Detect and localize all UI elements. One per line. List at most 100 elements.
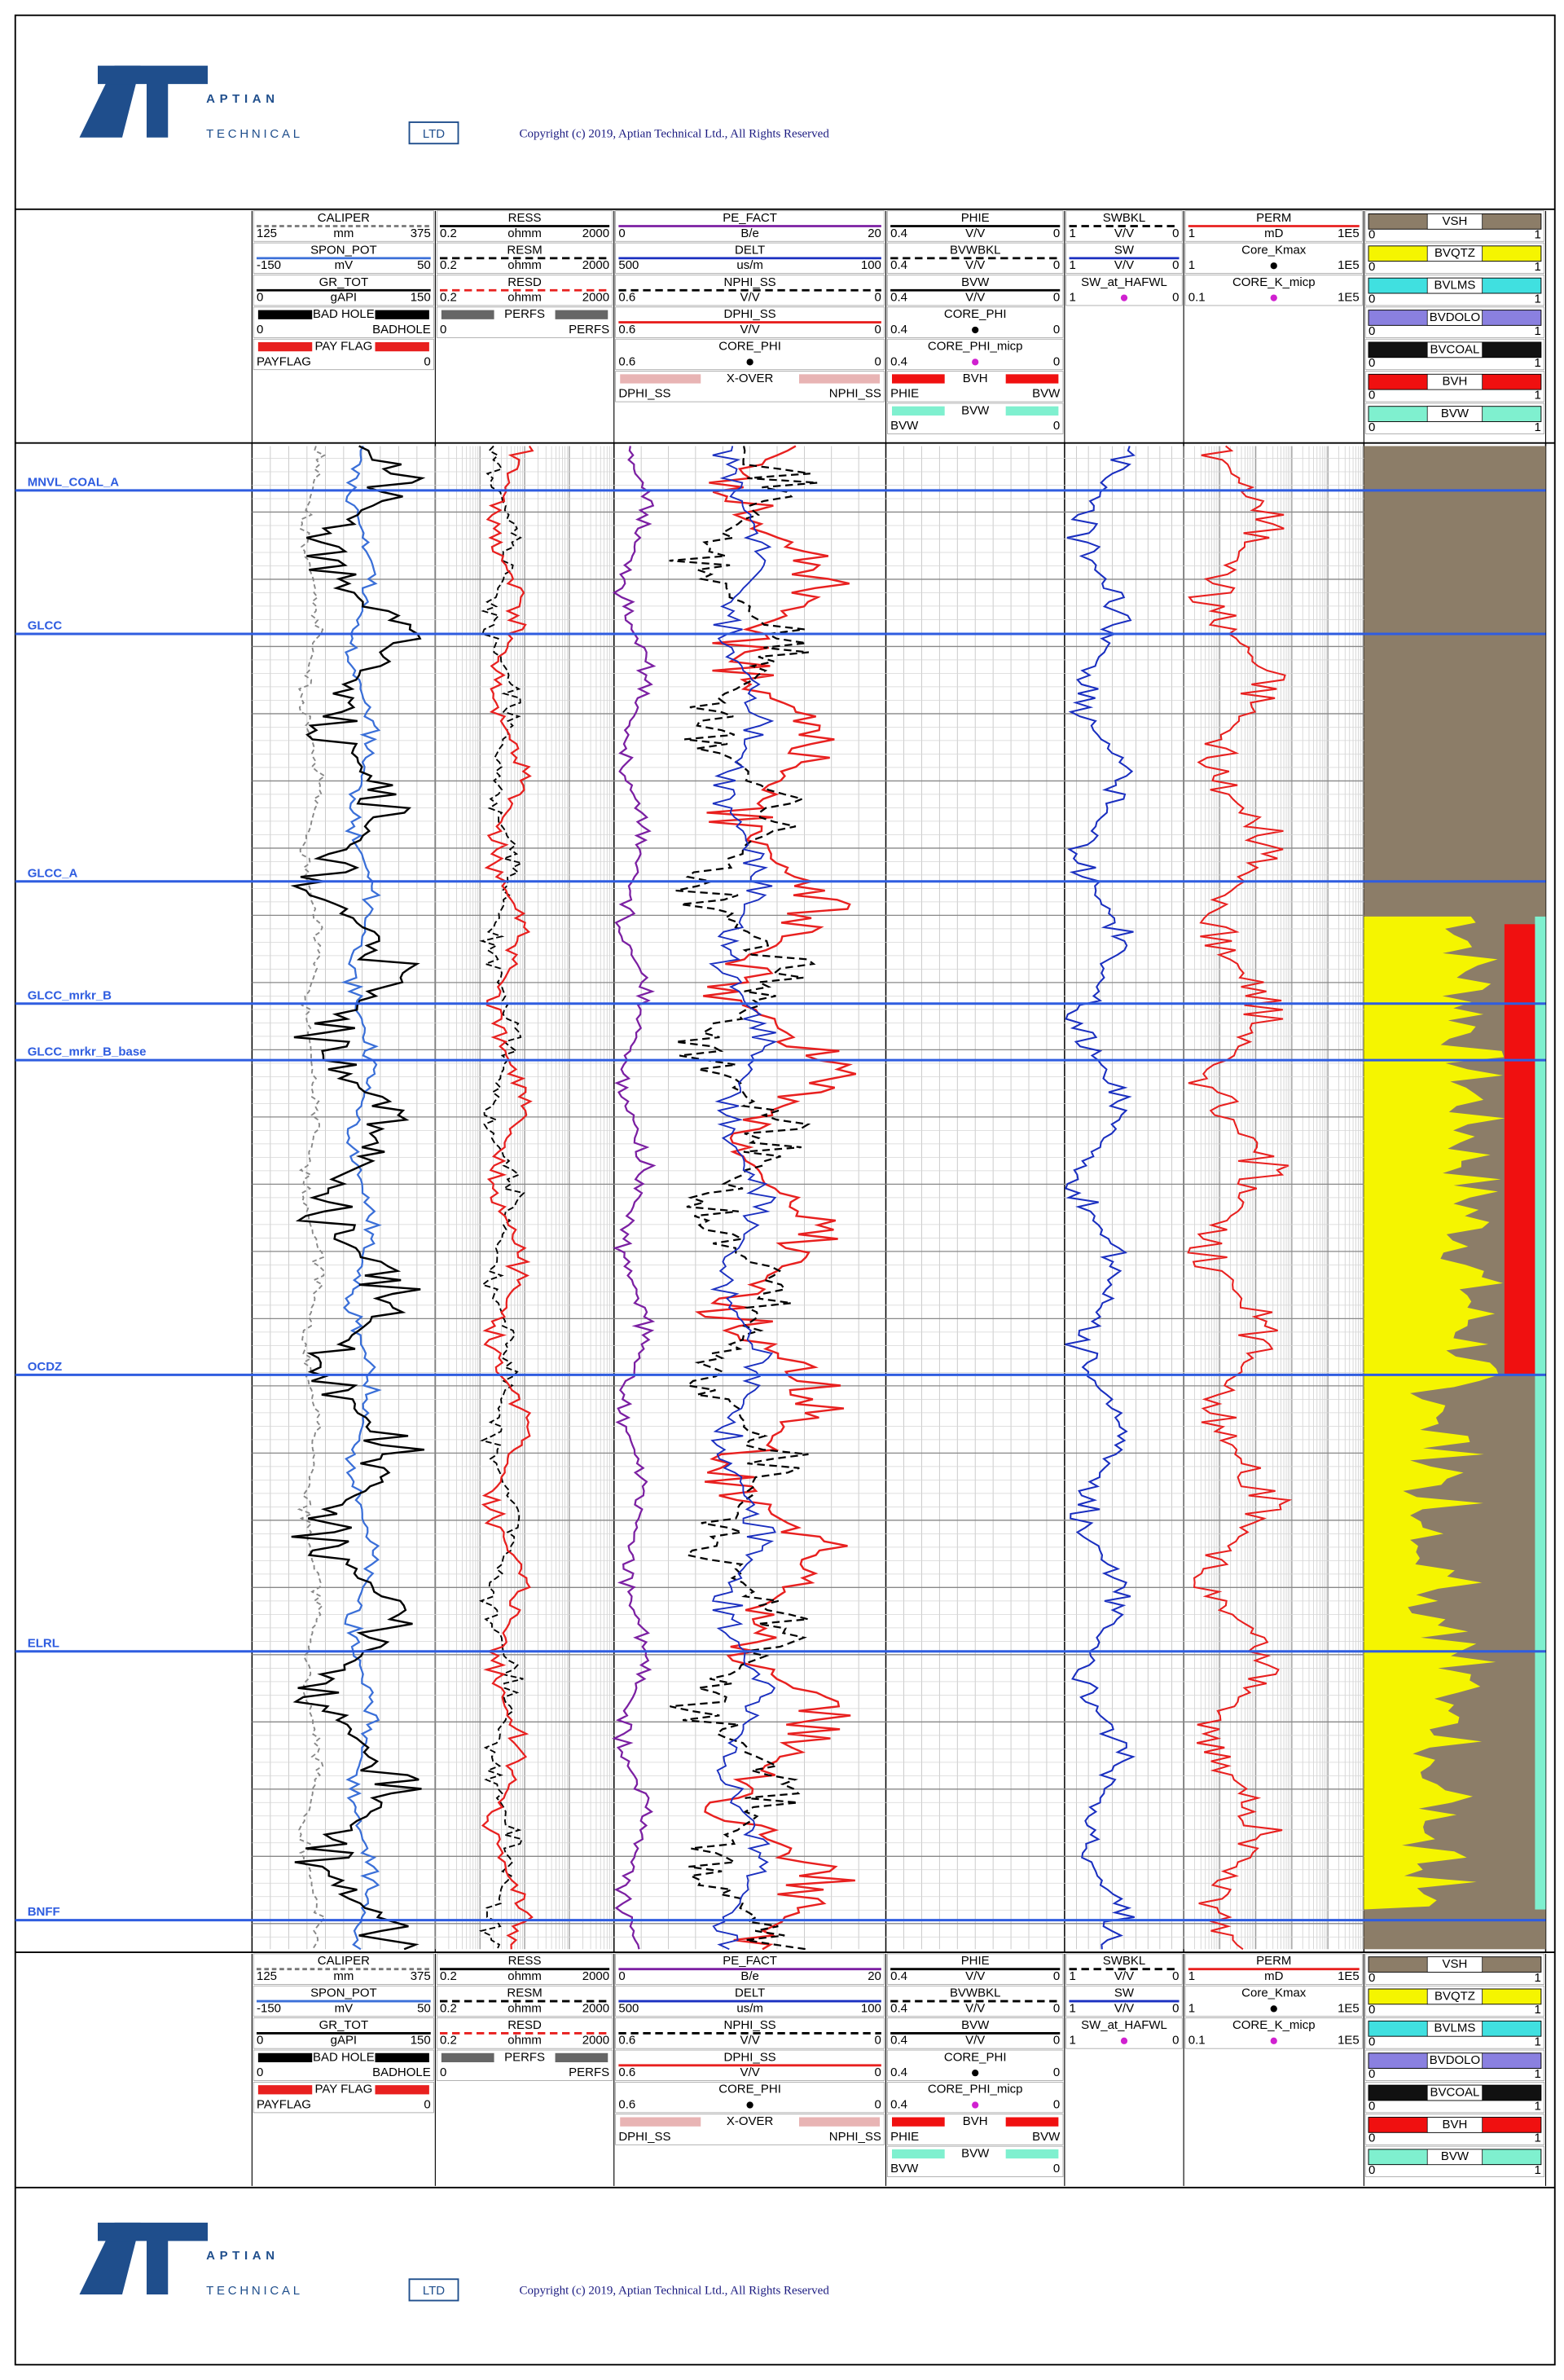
- scale-left: 0: [618, 1969, 625, 1983]
- scale-unit: V/V: [740, 2034, 760, 2048]
- legend-label-box: [1426, 406, 1483, 422]
- legend-name: BVCOAL: [1430, 2085, 1480, 2099]
- legend-name: BVH: [1443, 375, 1468, 389]
- legend-name: RESD: [507, 275, 542, 289]
- curve-trace: [612, 446, 657, 1950]
- legend-cell: [436, 210, 613, 242]
- legend-name: SW: [1114, 1986, 1135, 2000]
- legend-cell: [887, 371, 1064, 403]
- scale-right: 0: [875, 2034, 881, 2048]
- legend-cell: [615, 242, 885, 274]
- legend-cell: [887, 275, 1064, 306]
- scale-right: 1E5: [1338, 291, 1360, 305]
- scale-right: BADHOLE: [372, 323, 431, 337]
- top-label: GLCC: [28, 619, 63, 633]
- scale-unit: V/V: [1114, 258, 1134, 272]
- scale-right: 0: [1053, 419, 1060, 433]
- legend-name: PHIE: [961, 211, 990, 225]
- scale-right: 100: [861, 2001, 881, 2015]
- scale-unit: ohmm: [507, 258, 542, 272]
- legend-marker: [1270, 294, 1277, 301]
- legend-name: CORE_PHI: [718, 2083, 781, 2096]
- legend-cell: [615, 371, 885, 403]
- scale-right: NPHI_SS: [829, 387, 881, 401]
- legend-fill: [257, 2052, 313, 2063]
- curve-trace: [481, 445, 534, 1950]
- scale-left: 1: [1070, 291, 1076, 305]
- logo-subtext: TECHNICAL: [206, 127, 303, 141]
- legend-cell: [1364, 2145, 1544, 2178]
- legend-fill: [799, 2117, 880, 2127]
- scale-left: DPHI_SS: [618, 2130, 670, 2144]
- legend-name: PHIE: [961, 1954, 990, 1968]
- legend-fill: [257, 341, 313, 352]
- scale-left: 1: [1188, 2001, 1195, 2015]
- curve-trace: [1065, 446, 1136, 1950]
- legend-name: BVCOAL: [1430, 342, 1480, 356]
- scale-right: 20: [868, 227, 881, 240]
- curve-trace: [297, 446, 327, 1950]
- curve-trace: [669, 446, 818, 1951]
- legend-cell: [1184, 275, 1363, 306]
- legend-label-box: [1426, 213, 1483, 230]
- legend-fill: [1005, 2117, 1059, 2127]
- legend-cell: [1065, 2017, 1183, 2049]
- legend-name: BVLMS: [1434, 279, 1476, 293]
- scale-left: 0.2: [440, 258, 457, 272]
- scale-right: 1: [1535, 2131, 1541, 2145]
- legend-name: DELT: [735, 1986, 765, 2000]
- legend-name: CORE_K_micp: [1232, 275, 1316, 289]
- frame: [14, 14, 1556, 2366]
- scale-unit: V/V: [965, 227, 985, 240]
- legend-cell: [615, 338, 885, 371]
- legend-name: DPHI_SS: [724, 307, 776, 321]
- scale-left: 1: [1070, 1969, 1076, 1983]
- scale-left: 0: [1368, 292, 1375, 306]
- legend-label-box: [1426, 277, 1483, 294]
- logo-text: APTIAN: [206, 92, 279, 106]
- scale-unit: V/V: [965, 1969, 985, 1983]
- scale-left: 0: [1368, 260, 1375, 274]
- scale-right: 2000: [582, 2001, 609, 2015]
- scale-right: 1E5: [1338, 1969, 1360, 1983]
- legend-name: DELT: [735, 243, 765, 257]
- legend-fill: [375, 341, 429, 352]
- legend-cell: [436, 1953, 613, 1985]
- legend-fill: [555, 310, 608, 319]
- legend-cell: [1364, 2082, 1544, 2114]
- legend-cell: [887, 2049, 1064, 2081]
- scale-left: 0: [1368, 2035, 1375, 2049]
- scale-left: PHIE: [890, 2130, 919, 2144]
- scale-right: 1E5: [1338, 258, 1360, 272]
- legend-fill: [257, 310, 313, 319]
- legend-marker: [972, 2101, 979, 2109]
- scale-right: 0: [424, 2097, 430, 2111]
- scale-left: 0.1: [1188, 2034, 1206, 2048]
- legend-name: PERFS: [504, 307, 545, 321]
- scale-left: -150: [257, 2001, 281, 2015]
- legend-cell: [887, 2017, 1064, 2049]
- legend-cell: [253, 338, 434, 371]
- scale-left: 0.4: [890, 2097, 907, 2111]
- legend-name: BAD HOLE: [313, 307, 375, 321]
- scale-left: 0.6: [618, 354, 635, 368]
- scale-right: BVW: [1032, 2130, 1061, 2144]
- scale-left: 1: [1188, 258, 1195, 272]
- top-label: GLCC_A: [28, 866, 78, 880]
- legend-label-box: [1426, 373, 1483, 390]
- legend-cell: [1065, 1985, 1183, 2017]
- legend-name: BVW: [961, 403, 990, 417]
- scale-left: PHIE: [890, 387, 919, 401]
- logo-subtext: TECHNICAL: [206, 2284, 303, 2298]
- scale-right: 1: [1535, 2067, 1541, 2081]
- legend-cell: [615, 2017, 885, 2049]
- scale-right: 0: [875, 2065, 881, 2079]
- legend-cell: [1065, 210, 1183, 242]
- legend-cell: [436, 2049, 613, 2081]
- legend-cell: [1364, 210, 1544, 242]
- legend-cell: [253, 2049, 434, 2081]
- legend-fill: [1005, 406, 1059, 416]
- legend-fill: [892, 2149, 945, 2159]
- scale-left: 0: [1368, 324, 1375, 338]
- scale-unit: mm: [333, 1969, 354, 1983]
